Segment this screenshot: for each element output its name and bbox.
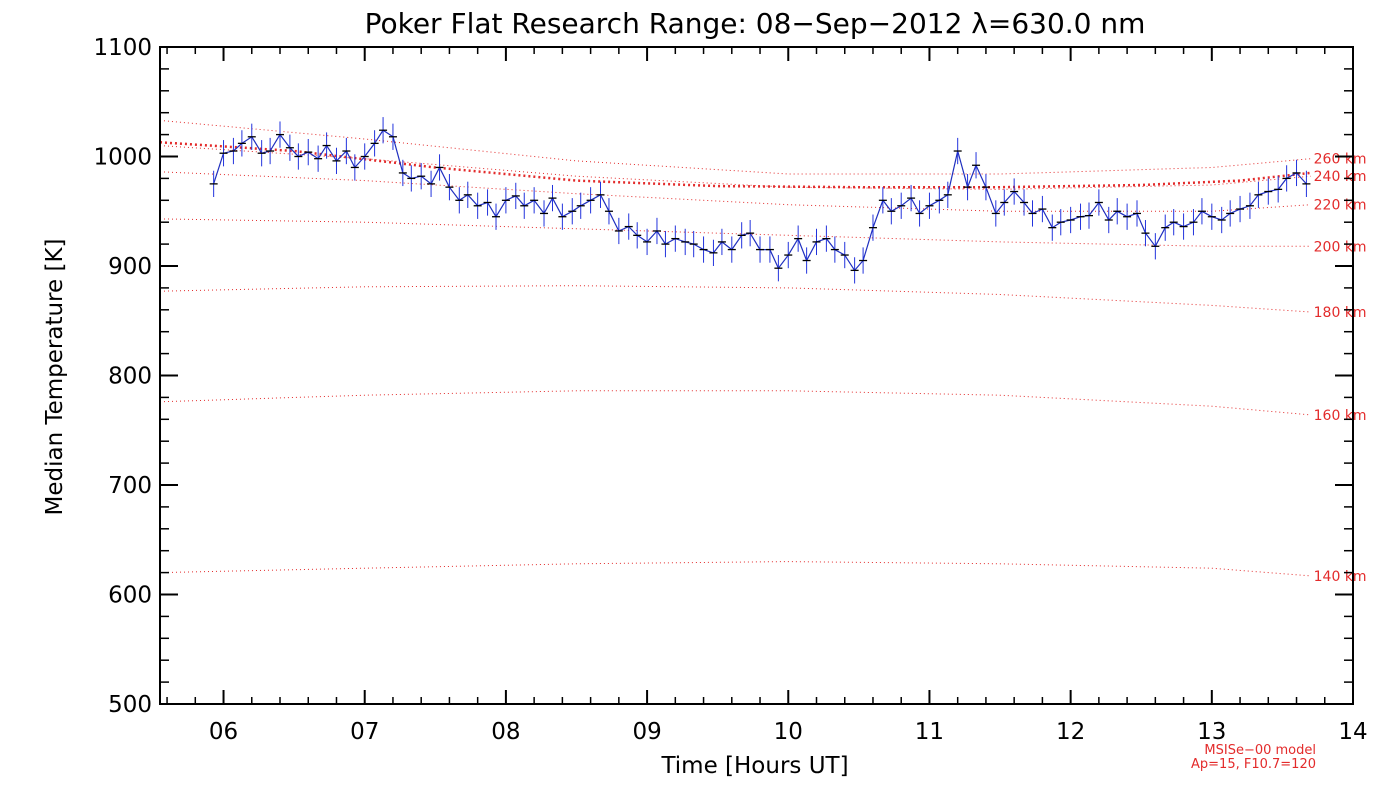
model-curve-label: 240 km — [1314, 169, 1367, 185]
model-curve-label: 180 km — [1314, 305, 1367, 321]
y-axis-label: Median Temperature [K] — [42, 239, 68, 516]
y-tick-label: 900 — [108, 254, 152, 280]
model-exospheric-curve — [159, 141, 1311, 189]
plot-frame — [159, 46, 1354, 705]
x-tick-label: 08 — [491, 719, 520, 745]
measured-series — [209, 117, 1311, 284]
x-tick-label: 07 — [350, 719, 379, 745]
x-axis-label: Time [Hours UT] — [660, 753, 848, 779]
model-curve-160-km — [159, 390, 1311, 416]
x-tick-label: 11 — [915, 719, 944, 745]
model-curve-220-km — [159, 171, 1311, 212]
y-tick-label: 700 — [108, 473, 152, 499]
model-curve-140-km — [159, 561, 1311, 577]
y-tick-label: 600 — [108, 583, 152, 609]
axes: 06 07 08 09 10 11 12 13 14 500 600 700 800 900 1000 110… — [93, 35, 1367, 745]
model-curve-200-km — [159, 218, 1311, 247]
model-curve-260-km — [159, 119, 1311, 175]
model-curve-label: 140 km — [1314, 569, 1367, 585]
chart-title: Poker Flat Research Range: 08−Sep−2012 λ… — [365, 7, 1146, 40]
model-curve-label: 200 km — [1314, 239, 1367, 255]
model-note-line-2: Ap=15, F10.7=120 — [1191, 757, 1316, 772]
model-curve-label: 220 km — [1314, 198, 1367, 214]
model-curve-180-km — [159, 285, 1311, 313]
y-tick-label: 1000 — [93, 145, 152, 171]
model-curve-label: 260 km — [1314, 152, 1367, 168]
model-curve-240-km — [159, 145, 1311, 190]
model-note-line-1: MSISe−00 model — [1204, 743, 1316, 758]
model-curve-label: 160 km — [1314, 408, 1367, 424]
y-tick-label: 800 — [108, 364, 152, 390]
model-curves: 140 km 160 km 180 km 200 km 220 km 240 km260 … — [159, 119, 1367, 585]
x-tick-label: 10 — [774, 719, 803, 745]
x-tick-label: 13 — [1197, 719, 1226, 745]
y-tick-label: 1100 — [93, 35, 152, 61]
x-tick-label: 14 — [1338, 719, 1367, 745]
x-tick-label: 06 — [209, 719, 238, 745]
y-tick-label: 500 — [108, 692, 152, 718]
x-tick-label: 12 — [1056, 719, 1085, 745]
x-tick-label: 09 — [632, 719, 661, 745]
